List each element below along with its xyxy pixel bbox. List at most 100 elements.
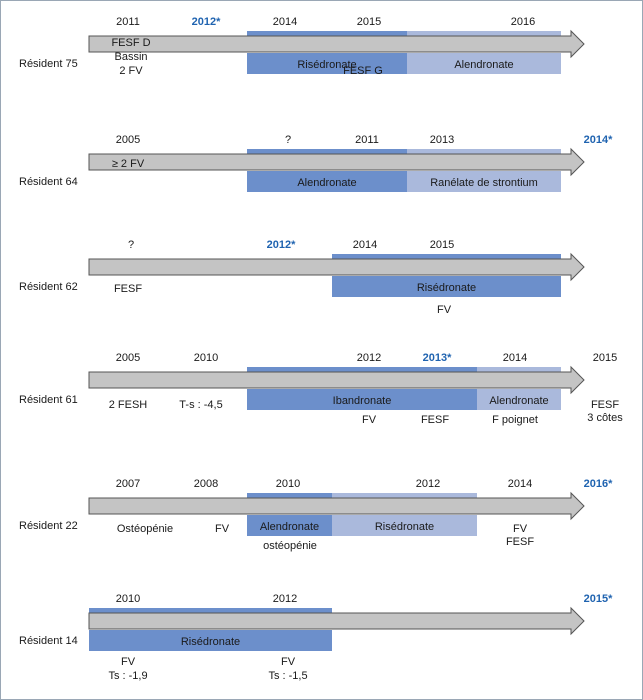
event-label: FV — [362, 414, 377, 426]
resident-label: Résident 61 — [19, 394, 78, 406]
year-label: 2014 — [273, 16, 297, 28]
year-label: 2015 — [593, 352, 617, 364]
treatment-bar — [332, 276, 561, 297]
treatment-bar-strip — [332, 493, 477, 498]
treatment-bar — [247, 53, 407, 74]
timeline-arrow — [88, 147, 585, 177]
year-label: 2015 — [357, 16, 381, 28]
treatment-bar — [247, 389, 477, 410]
timeline-arrow — [88, 29, 585, 59]
year-label: 2015 — [430, 239, 454, 251]
year-label: 2012 — [416, 478, 440, 490]
treatment-label: Risédronate — [297, 59, 356, 71]
treatment-bar — [407, 53, 561, 74]
year-label: 2013 — [430, 134, 454, 146]
resident-row: ? 2012* 2014 2015 Risédronate Résident 62 FESF… — [19, 239, 585, 316]
treatment-label: Alendronate — [489, 395, 548, 407]
year-label: 2015* — [584, 593, 613, 605]
year-label: ? — [128, 239, 134, 251]
year-label: 2013* — [423, 352, 452, 364]
treatment-bar — [89, 630, 332, 651]
year-label: 2011 — [116, 16, 140, 28]
treatment-bar — [332, 515, 477, 536]
treatment-label: Alendronate — [454, 59, 513, 71]
resident-row: 2007 2008 2010 2012 2014 2016* Alendronate Risé… — [19, 478, 613, 552]
treatment-label: Risédronate — [417, 282, 476, 294]
treatment-label: Alendronate — [297, 177, 356, 189]
treatment-bar-strip — [247, 493, 332, 498]
treatment-bar-strip — [247, 367, 477, 372]
treatment-bar-strip — [89, 608, 332, 613]
year-label: 2012 — [357, 352, 381, 364]
treatment-bar-strip — [247, 149, 407, 154]
event-label: 2 FESH — [109, 399, 148, 411]
year-label: 2014 — [508, 478, 532, 490]
event-label: FV — [513, 523, 528, 535]
event-label: FV — [215, 523, 230, 535]
resident-row: 2005 2010 2012 2013* 2014 2015 Ibandronate Alen… — [19, 352, 623, 426]
year-label: 2016* — [584, 478, 613, 490]
event-label: FV — [281, 656, 296, 668]
year-label: 2016 — [511, 16, 535, 28]
event-label: FESF — [591, 399, 619, 411]
timeline-arrow — [88, 606, 585, 636]
year-label: 2012 — [273, 593, 297, 605]
treatment-label: Ibandronate — [333, 395, 392, 407]
treatment-bar — [247, 171, 407, 192]
year-label: 2014 — [503, 352, 527, 364]
year-label: 2012* — [192, 16, 221, 28]
resident-row: 2005? 2011 2013 2014* Alendronate Ranélate de… — [19, 134, 613, 192]
event-label: FESF D — [111, 37, 150, 49]
resident-label: Résident 62 — [19, 281, 78, 293]
timeline-arrow — [88, 365, 585, 395]
year-label: 2010 — [276, 478, 300, 490]
resident-label: Résident 22 — [19, 520, 78, 532]
treatment-label: Alendronate — [260, 521, 319, 533]
treatment-bar — [477, 389, 561, 410]
timeline-arrow — [88, 252, 585, 282]
event-label: FESF G — [343, 65, 383, 77]
treatment-label: Ranélate de strontium — [430, 177, 538, 189]
resident-label: Résident 75 — [19, 58, 78, 70]
treatment-bar — [247, 515, 332, 536]
event-label: FESF — [421, 414, 449, 426]
event-label: T-s : -4,5 — [179, 399, 222, 411]
event-label: FESF — [114, 283, 142, 295]
year-label: 2010 — [194, 352, 218, 364]
event-label: FV — [437, 304, 452, 316]
year-label: 2005 — [116, 134, 140, 146]
event-label: Bassin — [114, 51, 147, 63]
event-label: 3 côtes — [587, 412, 623, 424]
event-label: Ts : -1,9 — [108, 670, 147, 682]
treatment-label: Risédronate — [375, 521, 434, 533]
event-label: Ts : -1,5 — [268, 670, 307, 682]
event-label: FESF — [506, 536, 534, 548]
event-label: 2 FV — [119, 65, 143, 77]
resident-row: 2010 2012 2015* Risédronate Résident 14 FV Ts … — [19, 593, 613, 682]
year-label: 2005 — [116, 352, 140, 364]
event-label: F poignet — [492, 414, 538, 426]
treatment-bar-strip — [247, 31, 407, 36]
timeline-arrow — [88, 491, 585, 521]
year-label: 2014* — [584, 134, 613, 146]
treatment-bar-strip — [407, 31, 561, 36]
year-label: 2011 — [355, 134, 379, 146]
event-label: FV — [121, 656, 136, 668]
treatment-bar-strip — [332, 254, 561, 259]
treatment-label: Risédronate — [181, 636, 240, 648]
treatment-bar — [407, 171, 561, 192]
year-label: 2010 — [116, 593, 140, 605]
resident-row: 2011 2012* 2014 2015 2016 Risédronate Alendron… — [19, 16, 585, 77]
year-label: 2008 — [194, 478, 218, 490]
treatment-bar-strip — [407, 149, 561, 154]
resident-label: Résident 64 — [19, 176, 78, 188]
treatment-bar-strip — [477, 367, 561, 372]
event-label: ≥ 2 FV — [112, 158, 145, 170]
resident-label: Résident 14 — [19, 635, 78, 647]
event-label: ostéopénie — [263, 540, 317, 552]
year-label: 2012* — [267, 239, 296, 251]
year-label: ? — [285, 134, 291, 146]
year-label: 2014 — [353, 239, 377, 251]
year-label: 2007 — [116, 478, 140, 490]
